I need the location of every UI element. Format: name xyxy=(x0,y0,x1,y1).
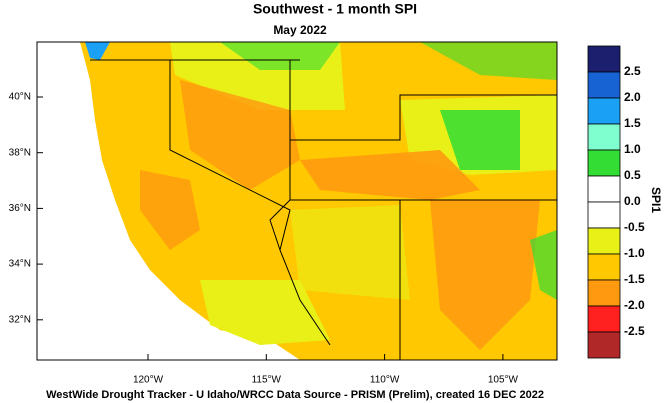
colorbar-segment xyxy=(587,97,621,125)
lon-label: 110°W xyxy=(370,375,400,386)
lat-label: 40°N xyxy=(9,92,31,103)
lat-label: 32°N xyxy=(9,314,31,325)
colorbar-segment xyxy=(587,71,621,99)
colorbar-tick-label: -1.5 xyxy=(624,272,645,286)
colorbar-tick-label: 2.5 xyxy=(624,64,641,78)
lon-label: 120°W xyxy=(133,375,164,386)
title: Southwest - 1 month SPI xyxy=(253,1,417,17)
colorbar-segment xyxy=(587,305,621,333)
colorbar-segment xyxy=(587,149,621,177)
colorbar-tick-label: 1.5 xyxy=(624,116,641,130)
lat-label: 38°N xyxy=(9,147,31,158)
colorbar-segment xyxy=(587,201,621,229)
lat-label: 34°N xyxy=(9,259,31,270)
colorbar-tick-label: 1.0 xyxy=(624,142,641,156)
colorbar-segment xyxy=(587,253,621,281)
lon-label: 105°W xyxy=(488,375,519,386)
colorbar-segment xyxy=(587,175,621,203)
lon-label: 115°W xyxy=(252,375,282,386)
colorbar-segment xyxy=(587,331,621,359)
colorbar-segment xyxy=(587,45,621,73)
map xyxy=(36,41,558,361)
subtitle: May 2022 xyxy=(273,23,327,37)
colorbar-tick-label: 0.5 xyxy=(624,168,641,182)
lon-labels: 120°W 115°W 110°W 105°W xyxy=(133,354,519,386)
colorbar-label: SPI1 xyxy=(649,187,663,213)
lat-labels: 40°N 38°N 36°N 34°N 32°N xyxy=(9,92,43,325)
colorbar-segment xyxy=(587,279,621,307)
colorbar-segment xyxy=(587,227,621,255)
colorbar-tick-label: -2.0 xyxy=(624,298,645,312)
colorbar-tick-label: 0.0 xyxy=(624,194,641,208)
colorbar-tick-label: -2.5 xyxy=(624,324,645,338)
colorbar-tick-label: -0.5 xyxy=(624,220,645,234)
lat-label: 36°N xyxy=(9,203,31,214)
footer: WestWide Drought Tracker - U Idaho/WRCC … xyxy=(46,389,544,401)
colorbar-tick-label: -1.0 xyxy=(624,246,645,260)
colorbar-tick-label: 2.0 xyxy=(624,90,641,104)
colorbar-segment xyxy=(587,123,621,151)
colorbar: 2.5 2.0 1.5 1.0 0.5 0.0 -0.5 -1.0 -1.5 -2.0 -2.5 xyxy=(587,45,645,359)
